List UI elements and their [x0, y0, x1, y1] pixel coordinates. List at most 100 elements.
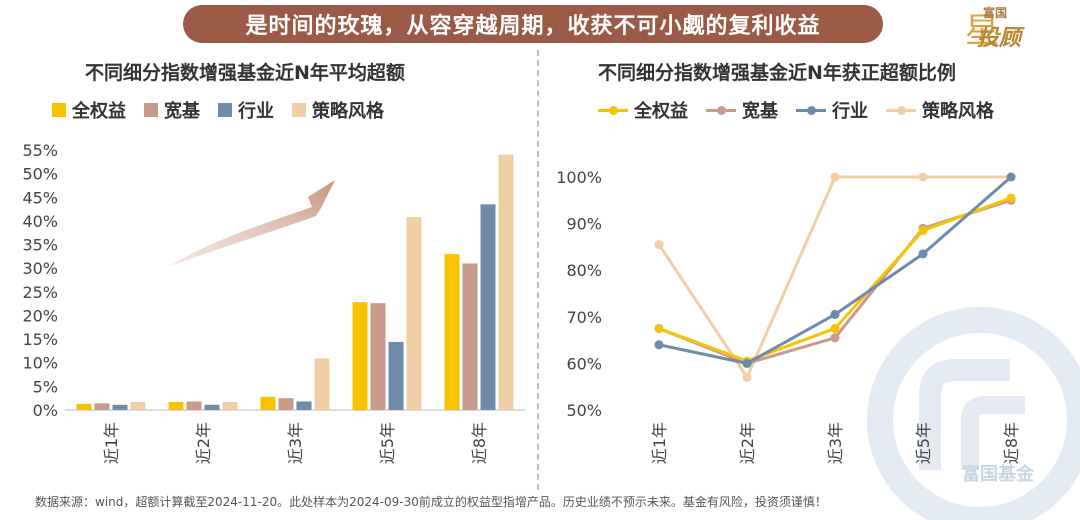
legend-item-行业: 行业	[796, 97, 868, 123]
point-策略风格-近1年	[654, 240, 664, 250]
y-tick-label: 20%	[22, 306, 58, 325]
legend-swatch-宽基	[144, 103, 158, 117]
legend-line-宽基	[706, 103, 736, 117]
y-tick-label: 25%	[22, 283, 58, 302]
bar-宽基-近8年	[462, 263, 478, 410]
legend-label: 宽基	[742, 101, 778, 122]
x-tick-label: 近3年	[826, 422, 845, 464]
legend-label: 策略风格	[312, 101, 384, 122]
x-tick-label: 近2年	[738, 422, 757, 464]
x-tick-label: 近8年	[1002, 422, 1021, 464]
y-tick-label: 90%	[566, 215, 602, 234]
y-tick-label: 60%	[566, 354, 602, 373]
bar-宽基-近5年	[370, 303, 386, 410]
x-tick-label: 近8年	[470, 422, 489, 464]
legend-line-行业	[796, 103, 826, 117]
y-tick-label: 35%	[22, 236, 58, 255]
point-策略风格-近2年	[742, 372, 752, 382]
legend-label: 全权益	[72, 101, 126, 122]
point-全权益-近8年	[1006, 193, 1016, 203]
headline-text: 是时间的玫瑰，从容穿越周期，收获不可小觑的复利收益	[245, 14, 821, 39]
y-tick-label: 50%	[22, 165, 58, 184]
bar-宽基-近1年	[94, 403, 110, 410]
bar-行业-近2年	[204, 404, 220, 410]
point-行业-近3年	[830, 309, 840, 319]
legend-item-策略风格: 策略风格	[292, 97, 384, 123]
bar-策略风格-近1年	[130, 401, 146, 410]
bar-策略风格-近3年	[314, 358, 330, 410]
x-tick-label: 近1年	[102, 422, 121, 464]
point-宽基-近3年	[830, 333, 840, 343]
brand-logo: 星 富国 投顾	[965, 4, 1075, 54]
y-tick-label: 40%	[22, 212, 58, 231]
point-行业-近2年	[742, 358, 752, 368]
y-tick-label: 0%	[33, 401, 58, 420]
bar-策略风格-近5年	[406, 217, 422, 410]
x-tick-label: 近5年	[914, 422, 933, 464]
x-tick-label: 近2年	[194, 422, 213, 464]
bar-全权益-近3年	[260, 396, 276, 410]
legend-label: 策略风格	[922, 101, 994, 122]
chart-divider	[537, 50, 539, 490]
bar-行业-近1年	[112, 404, 128, 410]
bar-宽基-近2年	[186, 401, 202, 410]
y-tick-label: 15%	[22, 330, 58, 349]
legend-label: 全权益	[634, 101, 688, 122]
legend-label: 行业	[238, 101, 274, 122]
y-tick-label: 100%	[556, 168, 602, 187]
bar-行业-近5年	[388, 341, 404, 410]
x-tick-label: 近5年	[378, 422, 397, 464]
point-策略风格-近5年	[918, 172, 928, 182]
legend-item-行业: 行业	[218, 97, 274, 123]
bar-chart-title: 不同细分指数增强基金近N年平均超额	[85, 62, 405, 84]
logo-star-icon: 星	[965, 11, 999, 51]
y-tick-label: 30%	[22, 259, 58, 278]
y-tick-label: 5%	[33, 377, 58, 396]
legend-item-宽基: 宽基	[144, 97, 200, 123]
legend-label: 宽基	[164, 101, 200, 122]
line-chart: 50% 60% 70% 80% 90% 100% 近1年 近2年 近3年 近5年 近8年	[556, 168, 1021, 464]
watermark-text: 富国基金	[962, 464, 1034, 485]
logo-top-text: 富国	[983, 6, 1008, 20]
legend-line-全权益	[598, 103, 628, 117]
legend-swatch-全权益	[52, 103, 66, 117]
y-tick-label: 70%	[566, 308, 602, 327]
bar-全权益-近5年	[352, 302, 368, 410]
point-策略风格-近3年	[830, 172, 840, 182]
bar-chart: 0% 5% 10% 15% 20% 25% 30% 35% 40% 45% 50% 55% 近1年 近2年…	[22, 141, 525, 464]
bar-全权益-近2年	[168, 401, 184, 410]
line-chart-title: 不同细分指数增强基金近N年获正超额比例	[598, 62, 956, 84]
x-tick-label: 近1年	[650, 422, 669, 464]
point-行业-近1年	[654, 340, 664, 350]
legend-swatch-策略风格	[292, 103, 306, 117]
bar-策略风格-近8年	[498, 154, 514, 410]
headline-banner: 是时间的玫瑰，从容穿越周期，收获不可小觑的复利收益	[183, 5, 883, 43]
bar-行业-近3年	[296, 401, 312, 410]
legend-item-全权益: 全权益	[52, 97, 126, 123]
bar-行业-近8年	[480, 204, 496, 410]
point-行业-近8年	[1006, 172, 1016, 182]
bar-宽基-近3年	[278, 398, 294, 410]
bar-策略风格-近2年	[222, 401, 238, 410]
y-tick-label: 50%	[566, 401, 602, 420]
growth-arrow-icon	[168, 180, 335, 267]
legend-label: 行业	[832, 101, 868, 122]
line-chart-legend: 全权益 宽基 行业 策略风格	[598, 97, 994, 123]
point-行业-近5年	[918, 249, 928, 259]
footer-note: 数据来源：wind，超额计算截至2024-11-20。此处样本为2024-09-…	[35, 495, 827, 509]
legend-item-策略风格: 策略风格	[886, 97, 994, 123]
point-全权益-近5年	[918, 226, 928, 236]
y-tick-label: 55%	[22, 141, 58, 160]
y-tick-label: 45%	[22, 188, 58, 207]
bar-chart-legend: 全权益 宽基 行业 策略风格	[52, 97, 384, 123]
x-tick-label: 近3年	[286, 422, 305, 464]
bar-全权益-近1年	[76, 403, 92, 410]
y-tick-label: 80%	[566, 261, 602, 280]
legend-item-全权益: 全权益	[598, 97, 688, 123]
legend-item-宽基: 宽基	[706, 97, 778, 123]
y-tick-label: 10%	[22, 354, 58, 373]
point-全权益-近3年	[830, 323, 840, 333]
bar-全权益-近8年	[444, 254, 460, 410]
point-全权益-近1年	[654, 323, 664, 333]
legend-line-策略风格	[886, 103, 916, 117]
